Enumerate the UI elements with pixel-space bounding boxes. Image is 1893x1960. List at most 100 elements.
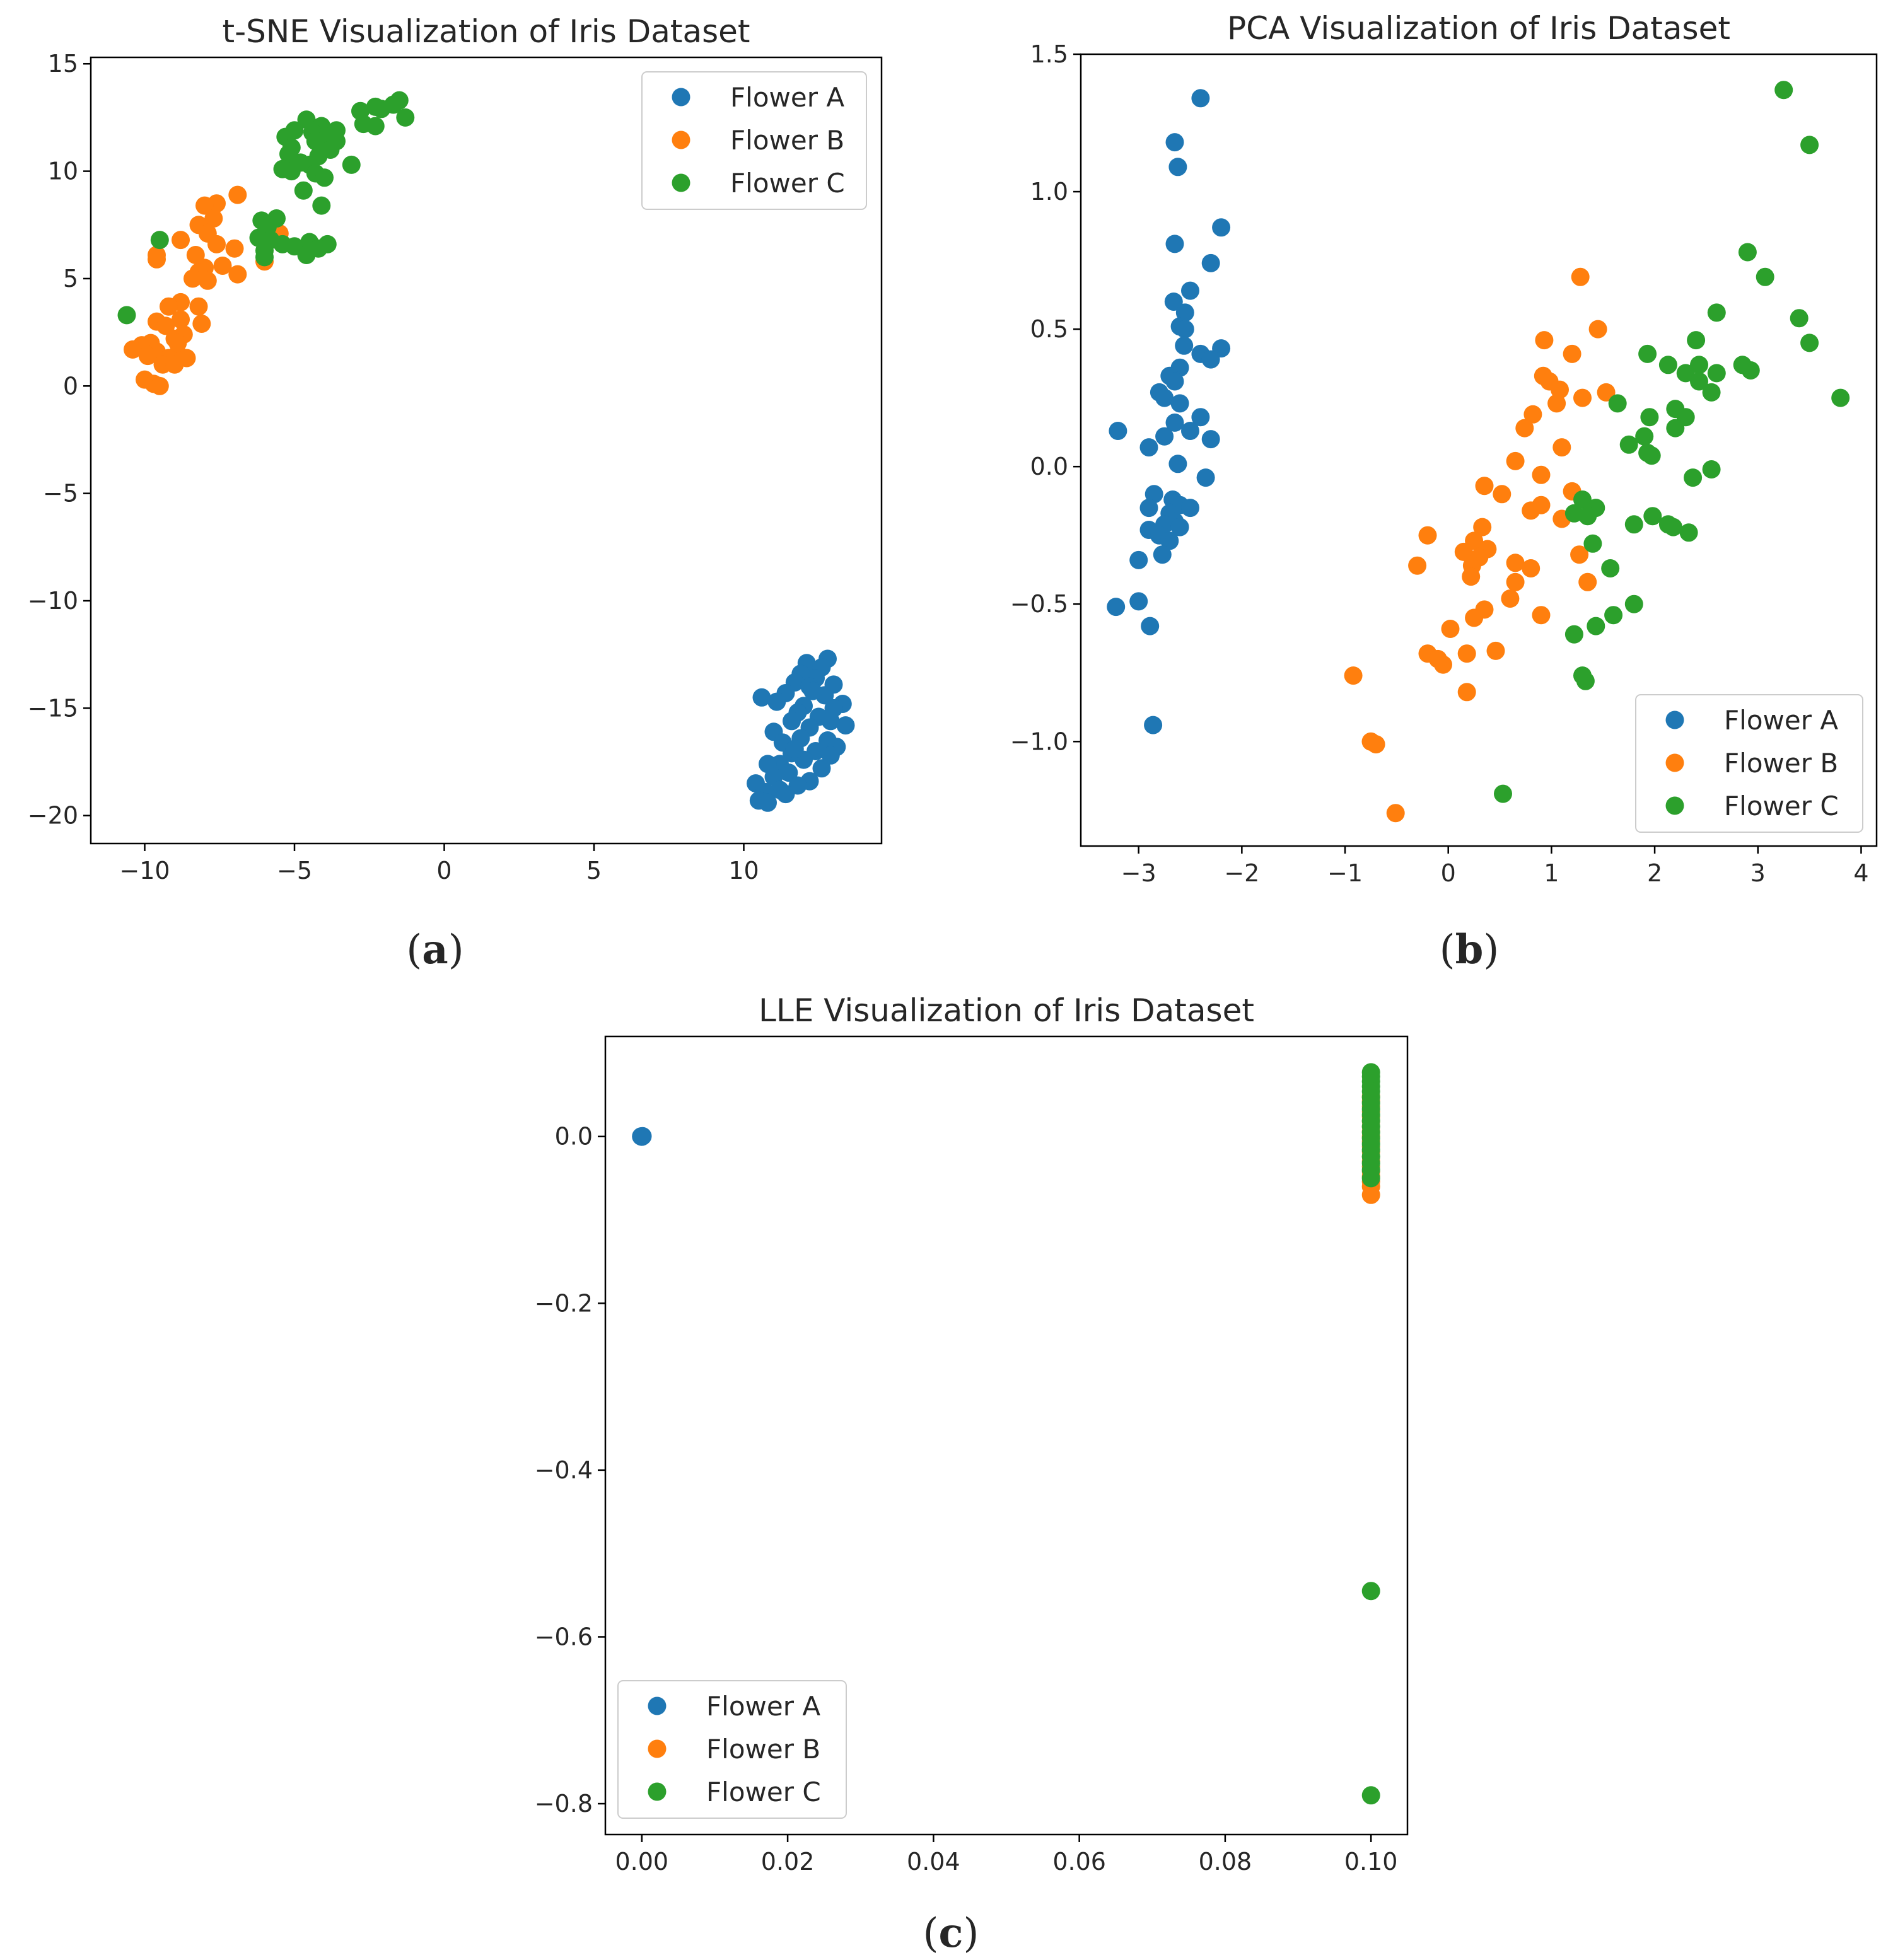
pca-caption: (b) [1440,926,1500,973]
data-point [1462,567,1481,586]
pca-series-flower-c [1494,81,1850,803]
data-point [1170,518,1189,536]
data-point [168,333,187,352]
data-point [1181,499,1199,518]
data-point [189,297,208,316]
data-point [297,246,316,264]
legend-label: Flower C [1724,791,1839,821]
tsne-series-flower-b [124,185,289,395]
legend-label: Flower A [730,82,844,113]
data-point [1640,408,1659,427]
data-point [1707,364,1726,383]
legend-label: Flower C [730,168,845,199]
data-point [1638,344,1657,363]
caption-label: c [939,1910,964,1957]
data-point [1532,465,1551,484]
data-point [1576,671,1595,690]
data-point [1170,394,1189,413]
data-point [1139,438,1158,457]
data-point [759,793,777,812]
y-tick-label: 5 [63,265,78,293]
data-point [1366,735,1385,754]
y-tick-label: 0.0 [555,1123,593,1151]
data-point [1201,430,1220,449]
data-point [1139,499,1158,518]
data-point [1155,427,1174,446]
data-point [198,271,217,290]
y-tick-label: 10 [48,158,78,185]
data-point [172,310,190,329]
lle-plot-frame [604,1035,1409,1836]
pca-title: PCA Visualization of Iris Dataset [1227,10,1730,47]
lle-caption: (c) [923,1910,979,1957]
data-point [836,716,855,735]
data-point [1386,804,1405,823]
y-tick-label: −0.2 [535,1289,593,1317]
data-point [1129,592,1148,611]
data-point [1573,490,1592,509]
data-point [1756,267,1774,286]
data-point [1635,427,1654,446]
lle-series-flower-a [632,1127,652,1146]
data-point [1578,572,1597,591]
data-point [342,155,361,174]
data-point [1344,666,1363,685]
data-point [1587,617,1605,635]
y-tick-label: −15 [28,694,78,722]
tsne-caption: (a) [406,926,463,973]
data-point [1165,413,1184,432]
x-tick-label: −5 [277,857,312,884]
data-point [1658,356,1677,374]
data-point [1523,405,1542,424]
tsne-series-flower-c [117,91,415,325]
x-tick-label: −10 [119,857,170,884]
data-point [1191,408,1210,427]
data-point [1831,388,1850,407]
pca-series-flower-b [1344,267,1616,823]
data-point [1408,556,1427,575]
data-point [124,340,142,359]
data-point [172,231,190,250]
data-point [1494,784,1512,803]
data-point [327,132,346,151]
data-point [803,681,822,700]
y-tick-label: 0.5 [1030,315,1068,343]
x-tick-label: 4 [1853,859,1868,887]
data-point [1475,477,1494,496]
data-point [1684,468,1703,487]
data-point [1741,361,1760,380]
data-point [1676,364,1695,383]
data-point [1201,350,1220,369]
data-point [632,1127,651,1146]
data-point [1564,625,1583,644]
x-tick-label: 0.02 [761,1848,815,1876]
data-point [1573,388,1592,407]
data-point [824,699,843,717]
data-point [1563,344,1581,363]
data-point [1601,559,1620,577]
data-point [1570,545,1589,564]
data-point [1774,81,1793,100]
lle-series-flower-c [1361,1063,1380,1805]
data-point [294,181,313,200]
data-point [1493,485,1511,504]
data-point [1129,550,1148,569]
legend-marker [1665,710,1684,729]
data-point [1107,598,1126,617]
data-point [1571,267,1590,286]
data-point [1473,518,1492,536]
lle-title: LLE Visualization of Iris Dataset [759,992,1254,1029]
tsne-legend: Flower A Flower B Flower C [641,71,867,210]
data-point [1506,572,1525,591]
y-tick-label: −0.6 [535,1623,593,1650]
data-point [812,759,831,778]
legend-label: Flower A [1724,705,1838,736]
data-point [1738,243,1757,262]
data-point [1201,253,1220,272]
data-point [150,231,169,250]
legend-box [641,71,867,210]
data-point [312,196,331,215]
data-point [117,306,136,325]
data-point [315,168,334,187]
data-point [366,117,385,136]
